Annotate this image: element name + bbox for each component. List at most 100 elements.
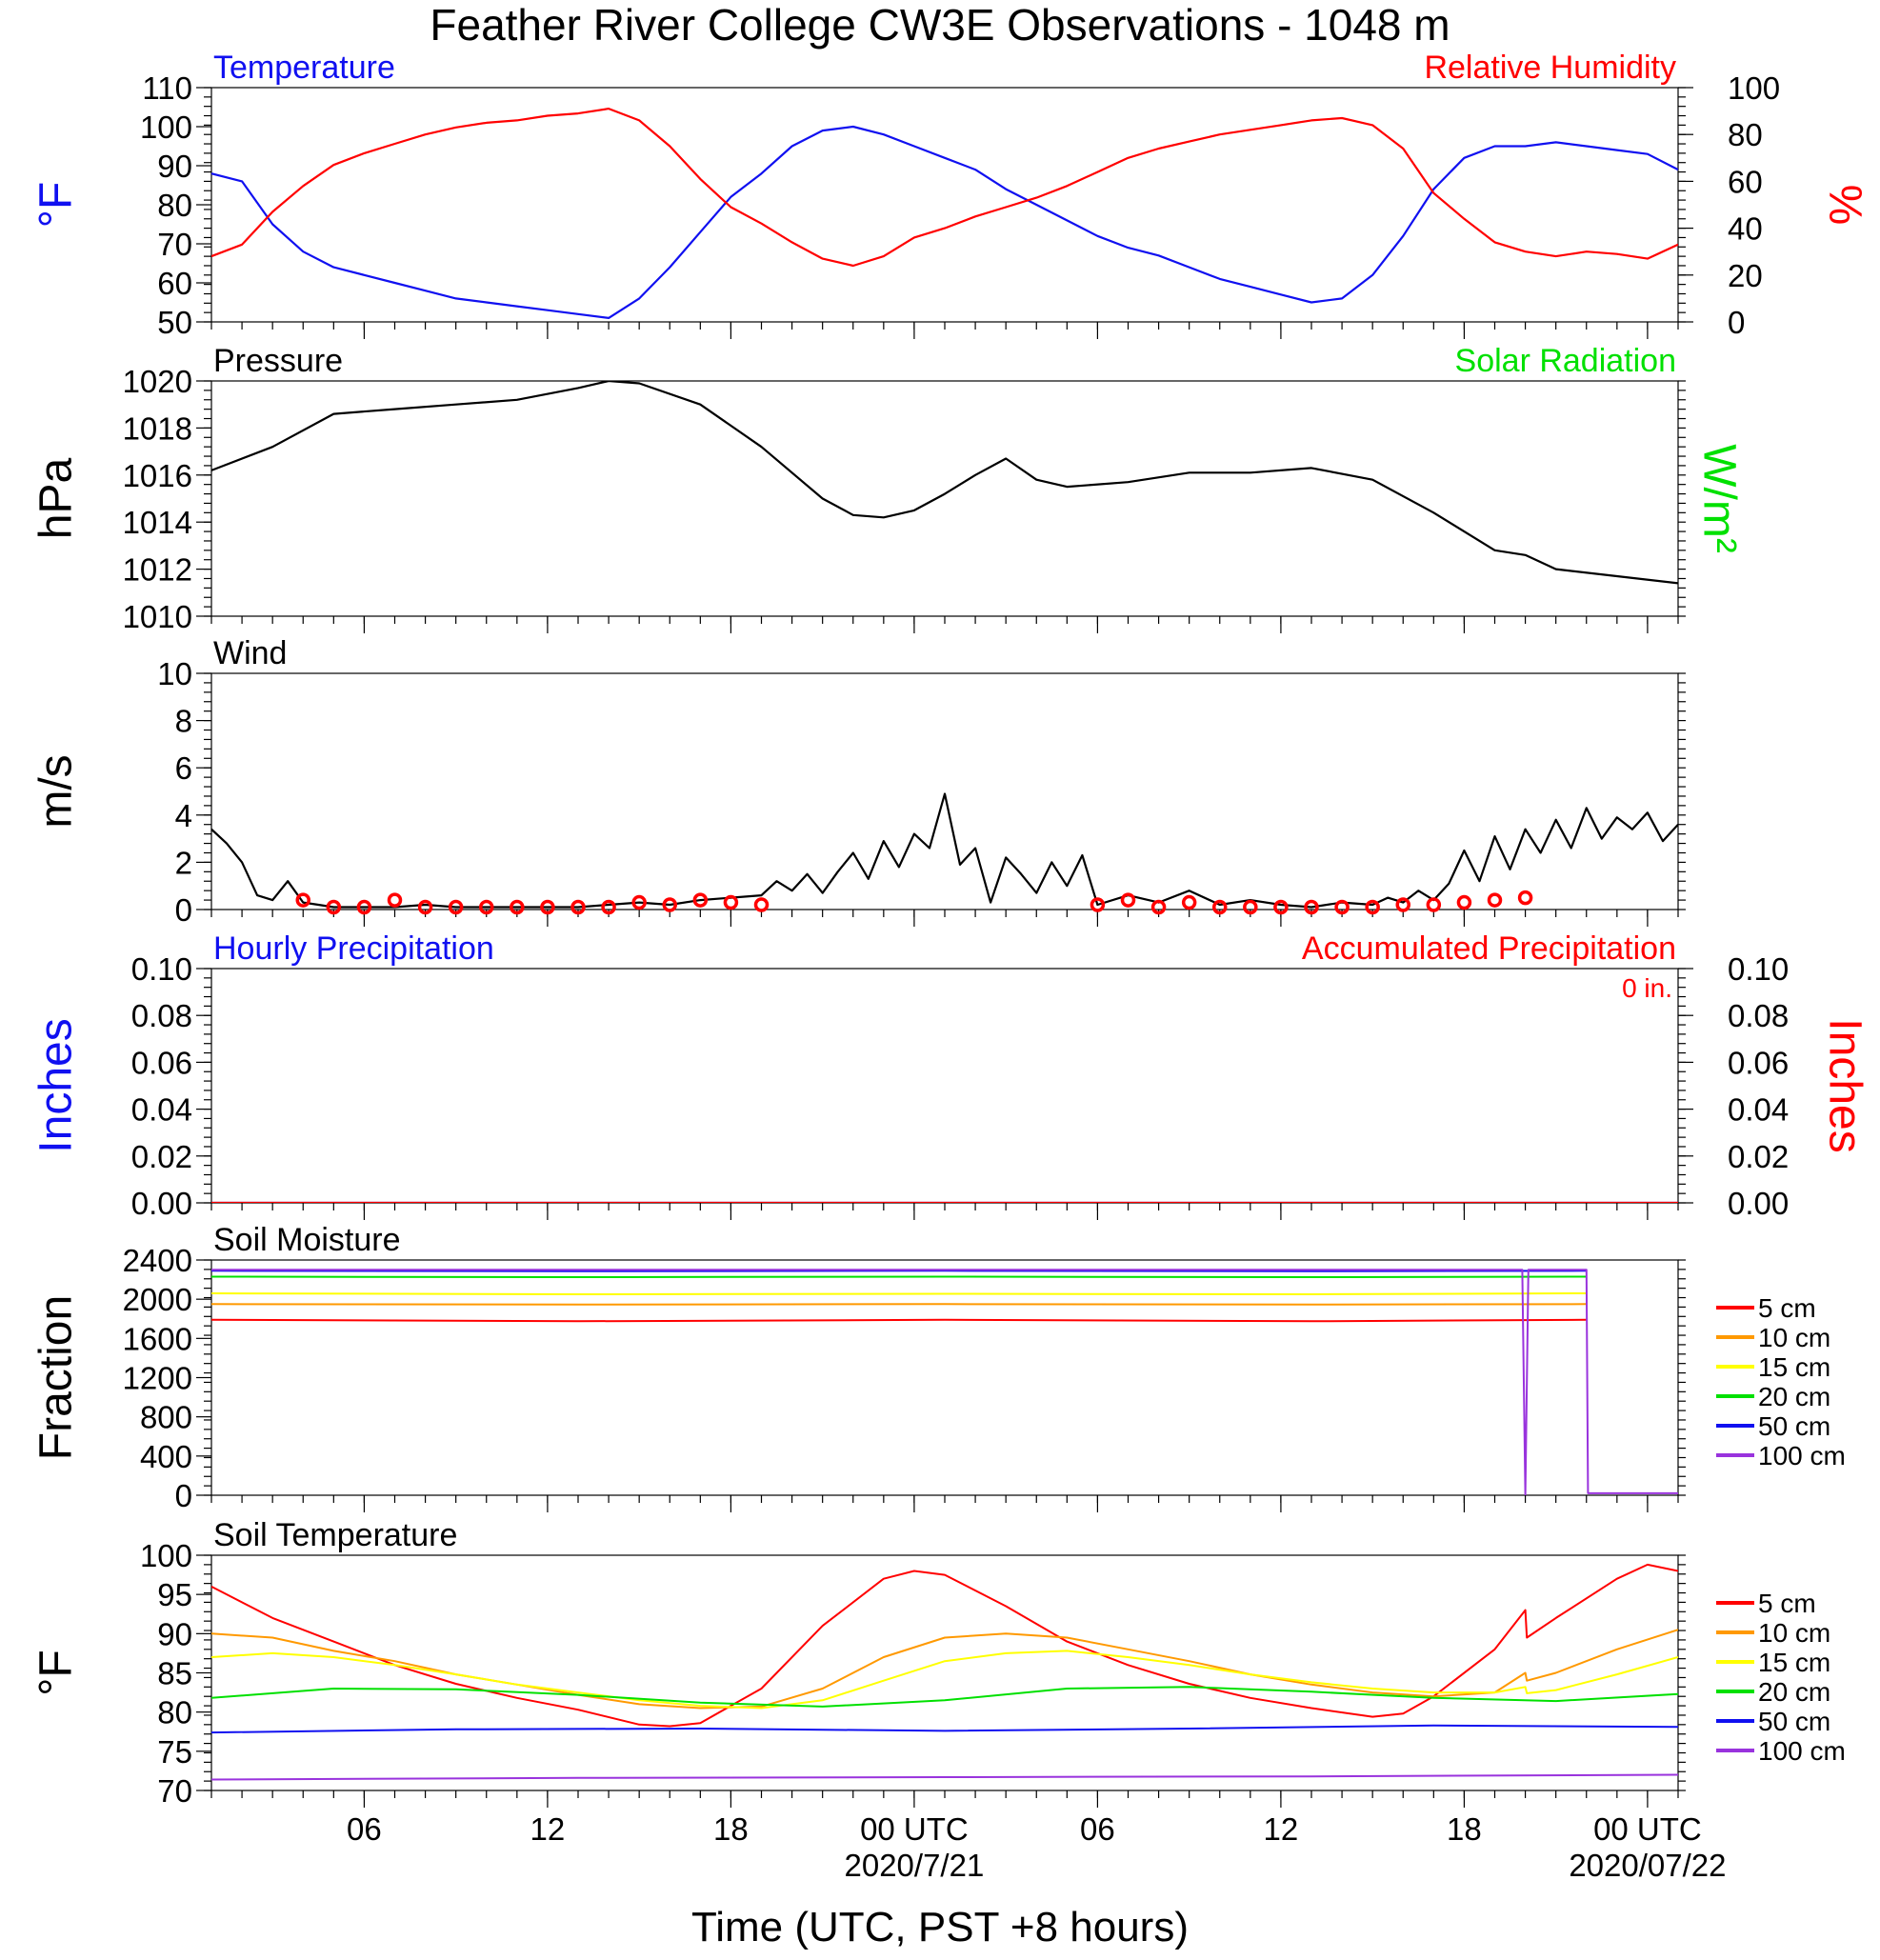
wind-direction-marker (1090, 897, 1106, 912)
precip-ytick-label-right: 0.06 (1728, 1045, 1789, 1080)
soil-moisture-legend-label: 10 cm (1758, 1323, 1830, 1352)
soil-moisture-series-50-cm (211, 1270, 1587, 1272)
soil-moisture-ytick-label: 2400 (123, 1243, 192, 1278)
wind-direction-marker (692, 892, 709, 908)
pressure-ytick-label: 1014 (123, 505, 192, 540)
temp-rh-title-right: Relative Humidity (1424, 50, 1676, 86)
soil-temp-legend-label: 10 cm (1758, 1618, 1830, 1648)
soil-moisture-series-20-cm (211, 1275, 1587, 1278)
soil-moisture-series-100-cm (211, 1269, 1678, 1495)
pressure-ytick-label: 1016 (123, 458, 192, 493)
wind-direction-marker (417, 899, 433, 915)
precip-ytick-label-right: 0.00 (1728, 1186, 1789, 1221)
precip-ytick-label: 0.10 (131, 951, 192, 987)
soil-temp-ytick-label: 95 (157, 1577, 192, 1612)
wind-ytick-label: 4 (175, 798, 192, 833)
time-tick-label: 18 (1447, 1811, 1482, 1847)
soil-moisture-title: Soil Moisture (213, 1222, 401, 1258)
soil-moisture-panel: Soil Moisture 0 400 800 1200 1600 2000 2400 Frac… (31, 1222, 1846, 1513)
wind-direction-marker (1181, 894, 1197, 910)
soil-temp-series-10-cm (211, 1629, 1678, 1710)
soil-temp-ytick-label: 90 (157, 1616, 192, 1651)
precip-ytick-label: 0.08 (131, 998, 192, 1033)
soil-moisture-legend-label: 50 cm (1758, 1411, 1830, 1441)
wind-direction-marker (448, 899, 464, 915)
temp-rh-ytick-label: 90 (157, 149, 192, 184)
soil-temp-ytick-label: 100 (140, 1538, 192, 1573)
soil-moisture-ytick-label: 1600 (123, 1321, 192, 1356)
time-date-label: 2020/07/22 (1569, 1848, 1726, 1883)
wind-direction-marker (510, 899, 525, 915)
time-tick-label: 12 (1264, 1811, 1299, 1847)
temp-rh-ytick-label: 60 (157, 266, 192, 301)
temp-rh-ytick-label: 110 (142, 70, 192, 106)
soil-temp-ytick-label: 70 (157, 1773, 192, 1809)
wind-direction-marker (1273, 899, 1289, 915)
temp-rh-ylabel-right: % (1819, 185, 1870, 226)
time-tick-label: 00 UTC (1593, 1811, 1702, 1847)
precip-ytick-label: 0.06 (131, 1045, 192, 1080)
wind-direction-marker (662, 897, 677, 912)
soil-moisture-ytick-label: 1200 (123, 1361, 192, 1396)
wind-plot-frame (210, 672, 1679, 910)
soil-moisture-legend-label: 15 cm (1758, 1352, 1830, 1382)
soil-temp-legend-label: 100 cm (1758, 1736, 1846, 1766)
soil-temp-series-20-cm (211, 1686, 1678, 1708)
wind-direction-marker (387, 892, 403, 908)
wind-ytick-label: 0 (175, 892, 192, 928)
wind-direction-marker (1517, 890, 1533, 906)
wind-title: Wind (213, 635, 287, 671)
precip-title-right: Accumulated Precipitation (1302, 930, 1676, 967)
precip-ytick-label: 0.02 (131, 1139, 192, 1174)
pressure-ytick-label: 1020 (123, 364, 192, 399)
temp-rh-ytick-label-right: 20 (1728, 258, 1763, 293)
soil-temp-ytick-label: 80 (157, 1695, 192, 1730)
precip-annotation: 0 in. (1622, 973, 1672, 1003)
temp-rh-series-temperature (211, 125, 1678, 319)
soil-temp-legend-label: 5 cm (1758, 1589, 1816, 1618)
time-tick-label: 18 (713, 1811, 749, 1847)
soil-temp-legend-label: 50 cm (1758, 1707, 1830, 1736)
pressure-ytick-label: 1010 (123, 599, 192, 634)
wind-direction-marker (601, 899, 616, 915)
soil-moisture-ylabel: Fraction (31, 1295, 82, 1460)
wind-direction-marker (1395, 897, 1410, 912)
wind-ytick-label: 10 (157, 656, 192, 691)
wind-ylabel: m/s (31, 754, 82, 828)
time-tick-label: 06 (347, 1811, 382, 1847)
temp-rh-ylabel: °F (31, 182, 82, 229)
temp-rh-ytick-label: 50 (157, 305, 192, 340)
precip-ytick-label-right: 0.10 (1728, 951, 1789, 987)
temp-rh-ytick-label: 80 (157, 188, 192, 223)
precip-panel: Hourly Precipitation Accumulated Precipit… (31, 930, 1870, 1221)
wind-panel: Wind 0 2 4 6 8 10 m/s (31, 635, 1686, 928)
wind-direction-marker (1304, 899, 1319, 915)
soil-moisture-ytick-label: 400 (140, 1439, 192, 1474)
wind-direction-marker (753, 897, 770, 912)
pressure-ytick-label: 1018 (123, 410, 192, 446)
soil-moisture-legend-label: 5 cm (1758, 1293, 1816, 1323)
precip-ytick-label-right: 0.04 (1728, 1092, 1789, 1128)
figure-title: Feather River College CW3E Observations … (430, 0, 1450, 50)
precip-plot-frame (210, 968, 1679, 1204)
pressure-ytick-label: 1012 (123, 552, 192, 588)
precip-ytick-label-right: 0.02 (1728, 1139, 1789, 1174)
soil-moisture-legend-label: 20 cm (1758, 1382, 1830, 1411)
temp-rh-ytick-label-right: 40 (1728, 211, 1763, 247)
soil-moisture-series-15-cm (211, 1292, 1587, 1295)
temp-rh-ytick-label: 100 (140, 110, 192, 145)
temp-rh-plot-frame (210, 87, 1679, 323)
pressure-ylabel-right: W/m² (1693, 444, 1744, 553)
wind-direction-marker (570, 899, 586, 915)
soil-moisture-legend-label: 100 cm (1758, 1441, 1846, 1470)
wind-direction-marker (631, 894, 647, 910)
x-axis-label: Time (UTC, PST +8 hours) (691, 1904, 1189, 1950)
temp-rh-series-relative-humidity (211, 107, 1678, 268)
wind-direction-marker (479, 899, 494, 915)
wind-direction-marker (1426, 897, 1442, 912)
time-tick-label: 12 (530, 1811, 566, 1847)
precip-ytick-label: 0.00 (131, 1186, 192, 1221)
soil-moisture-plot-frame (210, 1259, 1679, 1496)
wind-direction-marker (326, 899, 342, 915)
